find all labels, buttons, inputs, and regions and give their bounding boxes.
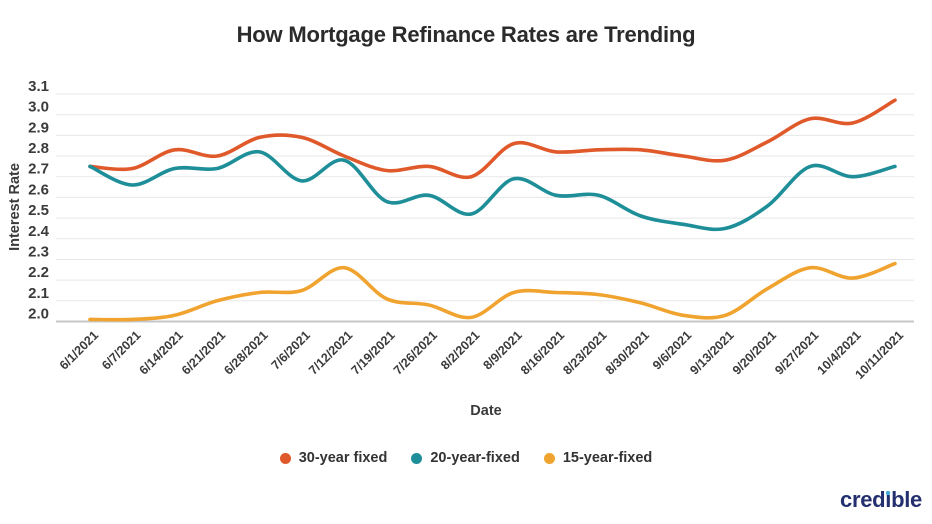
x-tick-label: 6/28/2021 [221, 328, 270, 377]
legend-item-20-year-fixed: 20-year-fixed [411, 450, 520, 466]
y-tick-label: 3.1 [28, 78, 49, 95]
y-tick-label: 2.0 [28, 306, 49, 323]
series-line-15-year-fixed [88, 261, 897, 322]
legend-label: 15-year-fixed [562, 450, 653, 466]
x-tick-label: 8/2/2021 [438, 328, 482, 372]
y-tick-label: 2.2 [28, 264, 49, 281]
y-tick-label: 2.3 [28, 244, 49, 261]
x-tick-label: 8/9/2021 [481, 328, 525, 372]
x-tick-label: 7/19/2021 [349, 328, 398, 377]
x-tick-label: 7/26/2021 [391, 328, 440, 377]
x-tick-label: 7/6/2021 [269, 328, 313, 372]
x-tick-label: 9/13/2021 [687, 328, 736, 377]
credible-logo: credı ble [840, 489, 922, 511]
y-tick-label: 2.4 [28, 223, 50, 240]
legend-dot [411, 452, 423, 464]
logo-text: cred [840, 487, 886, 512]
y-tick-label: 3.0 [28, 99, 49, 116]
legend-item-30-year-fixed: 30-year fixed [279, 450, 388, 466]
x-tick-label: 8/30/2021 [603, 328, 652, 377]
chart-legend: 30-year fixed 20-year-fixed 15-year-fixed [0, 447, 932, 469]
x-axis-title: Date [470, 403, 502, 419]
x-tick-label: 6/21/2021 [179, 328, 228, 377]
legend-label: 30-year fixed [298, 450, 388, 466]
legend-dot [279, 452, 291, 464]
logo-i-dot [886, 491, 891, 495]
x-tick-label: 8/23/2021 [560, 328, 609, 377]
y-tick-label: 2.8 [28, 140, 49, 157]
x-tick-label: 6/14/2021 [137, 328, 186, 377]
legend-dot [543, 452, 555, 464]
y-tick-label: 2.5 [28, 202, 49, 219]
series-line-20-year-fixed [88, 150, 897, 232]
series-line-30-year-fixed [88, 98, 897, 180]
logo-letter-i: ı [885, 487, 892, 512]
y-tick-label: 2.9 [28, 119, 49, 136]
logo-text: ble [891, 487, 922, 512]
legend-item-15-year-fixed: 15-year-fixed [543, 450, 653, 466]
x-tick-label: 9/27/2021 [772, 328, 821, 377]
chart-title: How Mortgage Refinance Rates are Trendin… [236, 22, 696, 47]
y-axis-title: Interest Rate [7, 163, 23, 251]
y-tick-label: 2.1 [28, 285, 49, 302]
x-tick-label: 7/12/2021 [306, 328, 355, 377]
x-tick-label: 9/20/2021 [730, 328, 779, 377]
x-tick-label: 8/16/2021 [518, 328, 567, 377]
y-tick-label: 2.7 [28, 161, 49, 178]
x-tick-label: 6/1/2021 [57, 328, 101, 372]
y-tick-label: 2.6 [28, 181, 49, 198]
legend-label: 20-year-fixed [430, 450, 520, 466]
